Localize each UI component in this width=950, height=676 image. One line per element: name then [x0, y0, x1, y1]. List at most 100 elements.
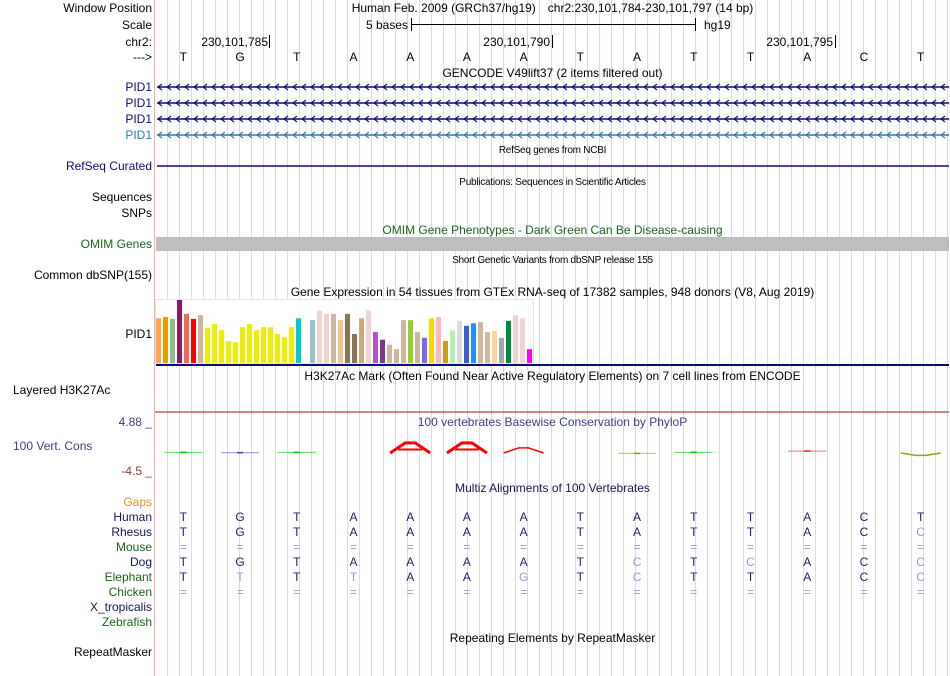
gtex-tissue-bar[interactable] [478, 322, 483, 363]
label-common-dbsnp[interactable]: Common dbSNP(155) [33, 268, 152, 282]
gtex-tissue-bar[interactable] [261, 327, 266, 363]
alignment-base: A [803, 555, 812, 569]
alignment-base: C [859, 525, 869, 539]
gtex-tissue-bar[interactable] [471, 323, 476, 363]
species-label[interactable]: Chicken [108, 585, 152, 599]
label-pub-sequences[interactable]: Sequences [91, 190, 152, 204]
track-title-omim[interactable]: OMIM Gene Phenotypes - Dark Green Can Be… [382, 223, 723, 237]
gtex-tissue-bar[interactable] [156, 318, 161, 363]
omim-gene-bar[interactable] [156, 237, 949, 251]
label-pub-snps[interactable]: SNPs [121, 206, 152, 220]
track-title-conservation[interactable]: 100 vertebrates Basewise Conservation by… [417, 415, 688, 429]
label-gaps[interactable]: Gaps [123, 495, 152, 509]
gtex-tissue-bar[interactable] [331, 313, 336, 363]
conservation-glyph[interactable] [900, 452, 941, 457]
gtex-tissue-bar[interactable] [492, 330, 497, 363]
conservation-glyph[interactable] [446, 441, 488, 455]
gtex-tissue-bar[interactable] [254, 330, 259, 363]
gtex-tissue-bar[interactable] [422, 337, 427, 363]
label-refseq-curated[interactable]: RefSeq Curated [65, 159, 152, 173]
gtex-tissue-bar[interactable] [212, 323, 217, 363]
gtex-tissue-bar[interactable] [233, 342, 238, 363]
gtex-tissue-bar[interactable] [506, 320, 511, 363]
track-title-gencode[interactable]: GENCODE V49lift37 (2 items filtered out) [442, 66, 663, 80]
gtex-tissue-bar[interactable] [380, 339, 385, 363]
gencode-item-label[interactable]: PID1 [125, 112, 152, 126]
gtex-tissue-bar[interactable] [450, 330, 455, 363]
gtex-tissue-bar[interactable] [408, 320, 413, 363]
alignment-base: A [803, 570, 812, 584]
gtex-tissue-bar[interactable] [184, 313, 189, 363]
gtex-tissue-bar[interactable] [520, 318, 525, 363]
track-title-multiz[interactable]: Multiz Alignments of 100 Vertebrates [455, 481, 650, 495]
gtex-tissue-bar[interactable] [198, 315, 203, 363]
alignment-base: T [690, 525, 698, 539]
gtex-tissue-bar[interactable] [373, 332, 378, 363]
gtex-tissue-bar[interactable] [387, 344, 392, 363]
track-title-dbsnp[interactable]: Short Genetic Variants from dbSNP releas… [452, 255, 653, 266]
gtex-tissue-bar[interactable] [429, 318, 434, 363]
gtex-tissue-bar[interactable] [394, 349, 399, 363]
gtex-tissue-bar[interactable] [268, 327, 273, 363]
gtex-tissue-bar[interactable] [499, 337, 504, 363]
gtex-tissue-bar[interactable] [464, 325, 469, 363]
track-title-refseq[interactable]: RefSeq genes from NCBI [498, 145, 607, 156]
species-label[interactable]: Rhesus [111, 525, 152, 539]
gtex-tissue-bar[interactable] [527, 349, 532, 363]
gtex-tissue-bar[interactable] [338, 320, 343, 363]
track-title-publications[interactable]: Publications: Sequences in Scientific Ar… [459, 177, 646, 188]
gtex-tissue-bar[interactable] [513, 315, 518, 363]
track-title-h3k27ac[interactable]: H3K27Ac Mark (Often Found Near Active Re… [304, 369, 801, 383]
species-label[interactable]: Zebrafish [101, 615, 152, 629]
gencode-item-label[interactable]: PID1 [125, 96, 152, 110]
label-gtex-gene[interactable]: PID1 [125, 327, 152, 341]
label-omim-genes[interactable]: OMIM Genes [80, 237, 152, 251]
gtex-tissue-bar[interactable] [163, 317, 168, 363]
gtex-tissue-bar[interactable] [324, 313, 329, 363]
gtex-tissue-bar[interactable] [436, 317, 441, 363]
gtex-tissue-bar[interactable] [191, 318, 196, 363]
gtex-tissue-bar[interactable] [352, 334, 357, 363]
gtex-tissue-bar[interactable] [457, 320, 462, 363]
gtex-tissue-bar[interactable] [310, 320, 315, 363]
gtex-tissue-bar[interactable] [415, 332, 420, 363]
conservation-glyph[interactable] [503, 447, 544, 454]
gtex-tissue-bar[interactable] [226, 340, 231, 363]
gtex-tissue-bar[interactable] [170, 318, 175, 363]
gtex-tissue-bar[interactable] [485, 332, 490, 363]
alignment-base: T [179, 510, 188, 524]
label-layered-h3k27ac[interactable]: Layered H3K27Ac [13, 383, 111, 397]
gtex-tissue-bar[interactable] [317, 310, 322, 363]
alignment-base: A [349, 555, 358, 569]
gtex-tissue-bar[interactable] [345, 313, 350, 363]
track-title-repeatmasker[interactable]: Repeating Elements by RepeatMasker [449, 631, 656, 645]
species-label[interactable]: Human [113, 510, 152, 524]
gtex-tissue-bar[interactable] [289, 327, 294, 363]
gencode-item-label[interactable]: PID1 [125, 128, 152, 142]
species-label[interactable]: X_tropicalis [89, 600, 152, 614]
gtex-tissue-bar[interactable] [205, 327, 210, 363]
gtex-tissue-bar[interactable] [366, 310, 371, 363]
species-label[interactable]: Elephant [104, 570, 152, 584]
gtex-tissue-bar[interactable] [296, 318, 301, 363]
alignment-base: A [633, 510, 642, 524]
label-strand[interactable]: ---> [133, 50, 152, 64]
gtex-tissue-bar[interactable] [240, 327, 245, 363]
species-label[interactable]: Dog [129, 555, 152, 569]
gtex-tissue-bar[interactable] [443, 340, 448, 363]
conservation-glyph[interactable] [389, 441, 432, 455]
gtex-tissue-bar[interactable] [247, 323, 252, 363]
gtex-tissue-bar[interactable] [219, 330, 224, 363]
alignment-base: = [293, 540, 301, 554]
gtex-tissue-bar[interactable] [177, 300, 182, 363]
gtex-tissue-bar[interactable] [275, 334, 280, 363]
label-repeatmasker[interactable]: RepeatMasker [73, 645, 152, 659]
gtex-tissue-bar[interactable] [359, 318, 364, 363]
label-100-vert-cons[interactable]: 100 Vert. Cons [13, 439, 93, 453]
gtex-tissue-bar[interactable] [401, 320, 406, 363]
gencode-item-label[interactable]: PID1 [125, 80, 152, 94]
track-title-gtex[interactable]: Gene Expression in 54 tissues from GTEx … [290, 285, 815, 299]
species-label[interactable]: Mouse [115, 540, 152, 554]
gtex-tissue-bar[interactable] [282, 337, 287, 363]
